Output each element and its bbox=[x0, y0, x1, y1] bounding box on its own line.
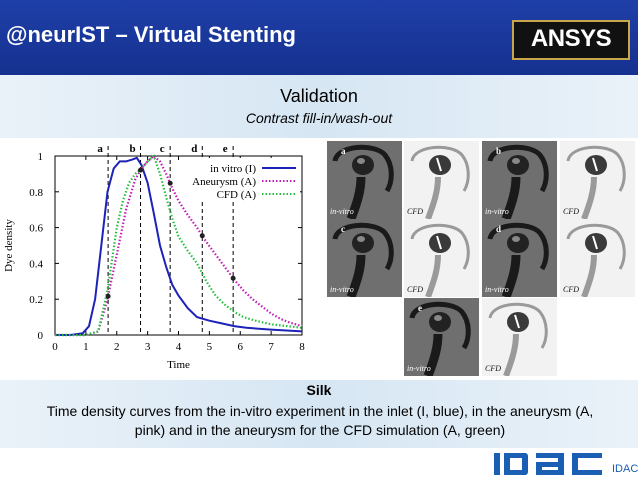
frame-phase-letter: b bbox=[496, 146, 502, 156]
series-line bbox=[55, 154, 303, 337]
ansys-logo: ANSYS bbox=[512, 20, 630, 60]
dye-density-chart: 0 1 2 3 4 5 6 7 8 0 0.2 0.4 0.6 0.8 1 Time Dye density a b… bbox=[0, 138, 322, 380]
angiography-frame-in-vitro: in-vitro c bbox=[327, 219, 402, 297]
frame-label: CFD bbox=[485, 364, 501, 373]
angiography-image-grid: in-vitro a CFD in-vitro b CFD in-vitro c CFD in-v… bbox=[324, 138, 638, 380]
header-bar: @neurIST – Virtual Stenting ANSYS bbox=[0, 0, 638, 75]
legend-label: Aneurysm (A) bbox=[192, 176, 256, 188]
series-line bbox=[55, 156, 303, 336]
x-tick-label: 4 bbox=[176, 341, 182, 353]
angiography-frame-cfd: CFD bbox=[560, 219, 635, 297]
legend-label: CFD (A) bbox=[217, 189, 257, 201]
phase-marker-label: c bbox=[160, 143, 165, 155]
y-tick-label: 0.4 bbox=[29, 258, 43, 270]
slide-subtitle: Contrast fill-in/wash-out bbox=[245, 110, 393, 126]
y-tick-label: 1 bbox=[38, 151, 44, 163]
frame-label: CFD bbox=[563, 285, 579, 294]
x-tick-label: 1 bbox=[83, 341, 89, 353]
x-tick-label: 0 bbox=[52, 341, 58, 353]
frame-phase-letter: d bbox=[496, 224, 502, 234]
title-band bbox=[0, 75, 638, 138]
slide-title: Validation bbox=[280, 86, 358, 106]
x-tick-label: 7 bbox=[268, 341, 274, 353]
frame-phase-letter: a bbox=[341, 146, 346, 156]
phase-point bbox=[105, 293, 111, 299]
header-title: @neurIST – Virtual Stenting bbox=[6, 22, 296, 47]
x-tick-label: 3 bbox=[145, 341, 151, 353]
legend-label: in vitro (I) bbox=[210, 163, 256, 175]
angiography-frame-cfd: CFD bbox=[482, 298, 557, 376]
angiography-frame-in-vitro: in-vitro d bbox=[482, 219, 557, 297]
phase-point bbox=[167, 180, 173, 186]
legend-box bbox=[194, 158, 300, 202]
frame-label: in-vitro bbox=[330, 207, 354, 216]
idac-logo: IDAC bbox=[492, 451, 638, 475]
angiography-frame-cfd: CFD bbox=[560, 141, 635, 219]
frame-label: in-vitro bbox=[485, 285, 509, 294]
x-tick-label: 6 bbox=[238, 341, 244, 353]
caption-heading: Silk bbox=[306, 382, 332, 398]
phase-marker-label: a bbox=[97, 143, 103, 155]
y-axis-label: Dye density bbox=[3, 219, 15, 272]
y-tick-label: 0.2 bbox=[29, 294, 43, 306]
angiography-frame-cfd: CFD bbox=[404, 141, 479, 219]
frame-phase-letter: c bbox=[341, 224, 345, 234]
series-line bbox=[55, 154, 303, 337]
phase-marker-label: b bbox=[129, 143, 135, 155]
phase-marker-label: e bbox=[223, 143, 228, 155]
phase-marker-label: d bbox=[191, 143, 197, 155]
angiography-frame-cfd: CFD bbox=[404, 219, 479, 297]
frame-label: CFD bbox=[407, 207, 423, 216]
y-tick-label: 0.6 bbox=[29, 223, 43, 235]
x-axis-label: Time bbox=[167, 359, 190, 371]
frame-label: CFD bbox=[563, 207, 579, 216]
frame-phase-letter: e bbox=[418, 303, 422, 313]
x-tick-label: 8 bbox=[299, 341, 305, 353]
frame-label: CFD bbox=[407, 285, 423, 294]
phase-point bbox=[230, 275, 236, 281]
x-tick-label: 2 bbox=[114, 341, 120, 353]
idac-logo-text: IDAC bbox=[612, 463, 638, 475]
y-tick-label: 0.8 bbox=[29, 187, 43, 199]
x-tick-label: 5 bbox=[207, 341, 213, 353]
caption-band bbox=[0, 380, 638, 448]
phase-point bbox=[199, 233, 205, 239]
frame-label: in-vitro bbox=[485, 207, 509, 216]
angiography-frame-in-vitro: in-vitro b bbox=[482, 141, 557, 219]
y-tick-label: 0 bbox=[38, 330, 44, 342]
caption-text: Time density curves from the in-vitro ex… bbox=[46, 403, 594, 438]
frame-label: in-vitro bbox=[407, 364, 431, 373]
angiography-frame-in-vitro: in-vitro a bbox=[327, 141, 402, 219]
phase-point bbox=[138, 167, 144, 173]
frame-label: in-vitro bbox=[330, 285, 354, 294]
angiography-frame-in-vitro: in-vitro e bbox=[404, 298, 479, 376]
